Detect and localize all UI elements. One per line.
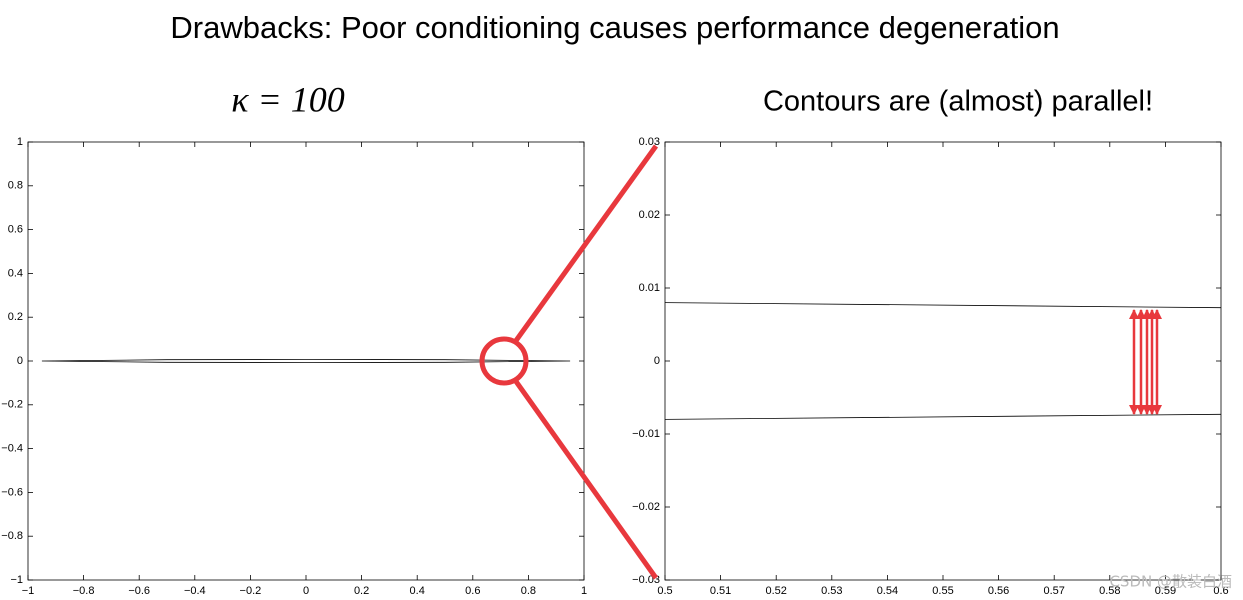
- y-tick-label: 0.4: [8, 267, 23, 279]
- x-tick-label: −1: [22, 585, 35, 597]
- x-tick-label: 0.54: [877, 585, 898, 597]
- y-tick-label: −0.01: [632, 428, 660, 440]
- slide-title: Drawbacks: Poor conditioning causes perf…: [170, 10, 1059, 45]
- x-tick-label: 0.6: [465, 585, 480, 597]
- x-tick-label: −0.2: [240, 585, 262, 597]
- zoom-circle: [479, 336, 529, 386]
- x-tick-label: 0.59: [1155, 585, 1176, 597]
- kappa-label: κ = 100: [231, 79, 345, 119]
- plots: −1 −0.8 −0.6 −0.4 −0.2 0 0.2 0.4 0.6 0.8 1 −1 −0.8 −0…: [1, 136, 1228, 597]
- x-tick-label: 0.52: [765, 585, 786, 597]
- x-tick-label: 0.53: [821, 585, 842, 597]
- x-tick-label: 0.5: [657, 585, 672, 597]
- x-tick-label: 0.55: [932, 585, 953, 597]
- x-tick-label: 0.58: [1099, 585, 1120, 597]
- y-tick-label: 0: [654, 355, 660, 367]
- x-tick-label: 0.57: [1043, 585, 1064, 597]
- x-tick-label: 0.56: [988, 585, 1009, 597]
- watermark: CSDN @散装白酒: [1109, 573, 1232, 591]
- right-label: Contours are (almost) parallel!: [763, 86, 1153, 118]
- y-tick-label: 0.2: [8, 311, 23, 323]
- contour-line: [41, 359, 571, 363]
- x-tick-label: 0.8: [521, 585, 536, 597]
- x-tick-label: −0.6: [128, 585, 150, 597]
- y-tick-label: 0: [17, 355, 23, 367]
- contour-line: [664, 302, 1222, 309]
- zoom-line: [512, 144, 659, 344]
- x-tick-label: 0.51: [710, 585, 731, 597]
- x-tick-label: −0.4: [184, 585, 206, 597]
- y-tick-label: −0.6: [1, 486, 23, 498]
- y-tick-label: −0.2: [1, 399, 23, 411]
- y-tick-label: −0.02: [632, 501, 660, 513]
- x-tick-label: 0: [303, 585, 309, 597]
- plot-frame: [27, 141, 585, 581]
- y-tick-label: 0.8: [8, 180, 23, 192]
- y-tick-label: 1: [17, 136, 23, 148]
- y-tick-label: 0.6: [8, 224, 23, 236]
- x-tick-label: 0.4: [410, 585, 425, 597]
- x-tick-label: 0.2: [354, 585, 369, 597]
- x-tick-label: 0.6: [1213, 585, 1228, 597]
- y-tick-label: −0.4: [1, 443, 23, 455]
- step-arrows: [1129, 309, 1162, 415]
- x-tick-label: 1: [581, 585, 587, 597]
- y-tick-label: −1: [10, 574, 23, 586]
- y-tick-label: 0.01: [639, 282, 660, 294]
- plot-frame: [664, 141, 1222, 581]
- y-tick-label: 0.03: [639, 136, 660, 148]
- zoom-line: [512, 378, 659, 580]
- zoom-annotation: [479, 144, 659, 580]
- x-tick-label: −0.8: [73, 585, 95, 597]
- y-tick-label: 0.02: [639, 209, 660, 221]
- contour-line: [664, 413, 1222, 420]
- y-tick-label: −0.8: [1, 530, 23, 542]
